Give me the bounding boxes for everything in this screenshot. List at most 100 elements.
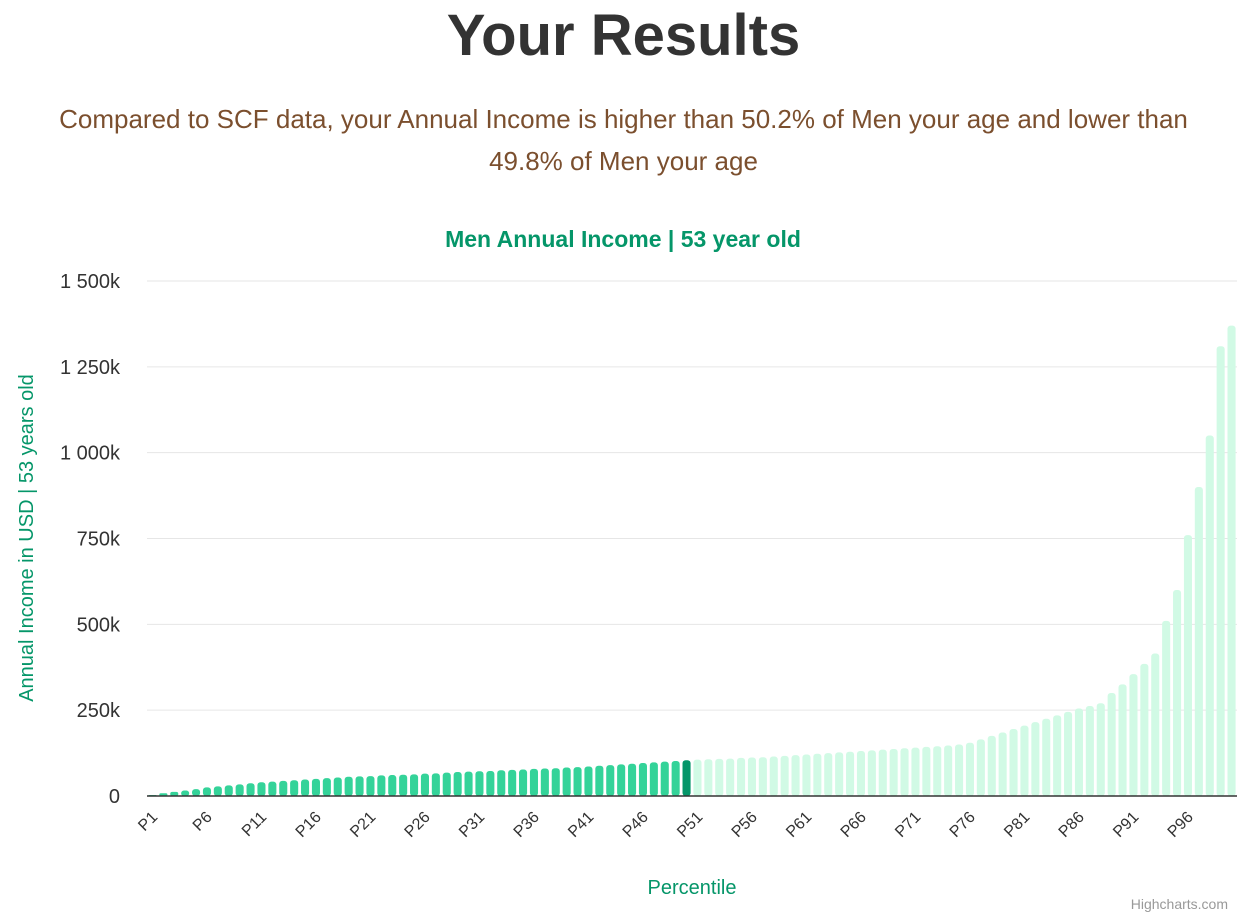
highcharts-credits[interactable]: Highcharts.com	[1130, 896, 1228, 912]
bar[interactable]	[562, 767, 571, 797]
bar[interactable]	[1118, 684, 1127, 796]
bar[interactable]	[355, 776, 364, 796]
bar[interactable]	[388, 775, 397, 796]
bar[interactable]	[1020, 725, 1029, 796]
bar[interactable]	[344, 776, 353, 796]
bar[interactable]	[322, 778, 331, 796]
bar[interactable]	[649, 762, 658, 796]
bar[interactable]	[1053, 715, 1062, 796]
bar[interactable]	[987, 735, 996, 796]
bar[interactable]	[584, 766, 593, 796]
bar[interactable]	[420, 773, 429, 796]
bar[interactable]	[889, 748, 898, 796]
bar[interactable]	[431, 773, 440, 796]
bar[interactable]	[279, 780, 288, 796]
bar[interactable]	[638, 763, 647, 796]
bar[interactable]	[1173, 590, 1182, 796]
bar[interactable]	[671, 760, 680, 796]
bar[interactable]	[595, 765, 604, 796]
bar[interactable]	[867, 750, 876, 796]
bar[interactable]	[737, 757, 746, 796]
bar[interactable]	[519, 769, 528, 796]
bar[interactable]	[410, 774, 419, 796]
bar[interactable]	[780, 755, 789, 796]
bar[interactable]	[366, 776, 375, 796]
bar[interactable]	[1031, 722, 1040, 796]
bar[interactable]	[213, 786, 222, 796]
bar[interactable]	[715, 758, 724, 796]
bar[interactable]	[1216, 346, 1225, 796]
bar[interactable]	[268, 781, 277, 796]
bar[interactable]	[955, 744, 964, 797]
bar[interactable]	[933, 746, 942, 796]
bar[interactable]	[529, 768, 538, 796]
bar[interactable]	[464, 771, 473, 796]
bar[interactable]	[965, 742, 974, 796]
bar[interactable]	[540, 768, 549, 796]
bar[interactable]	[802, 754, 811, 796]
bar[interactable]	[573, 767, 582, 796]
bar[interactable]	[1074, 708, 1083, 796]
bar[interactable]	[911, 747, 920, 796]
bar[interactable]	[791, 755, 800, 796]
bar[interactable]	[835, 752, 844, 796]
bar[interactable]	[551, 768, 560, 796]
bar[interactable]	[235, 784, 244, 796]
bar[interactable]	[170, 791, 179, 796]
bar[interactable]	[900, 748, 909, 796]
bar[interactable]	[704, 759, 713, 796]
bar[interactable]	[301, 779, 310, 796]
bar[interactable]	[311, 778, 320, 796]
bar[interactable]	[192, 789, 201, 796]
bar[interactable]	[475, 771, 484, 796]
bar[interactable]	[813, 753, 822, 796]
bar[interactable]	[1009, 729, 1018, 796]
bar[interactable]	[758, 757, 767, 796]
bar[interactable]	[628, 763, 637, 796]
bar[interactable]	[1183, 535, 1192, 796]
bar[interactable]	[606, 765, 615, 796]
bar[interactable]	[1107, 693, 1116, 796]
bar[interactable]	[1227, 325, 1236, 796]
bar[interactable]	[1064, 711, 1073, 796]
bar[interactable]	[1194, 487, 1203, 796]
bar[interactable]	[1162, 620, 1171, 796]
bar[interactable]	[726, 758, 735, 796]
bar[interactable]	[824, 753, 833, 796]
bar[interactable]	[290, 780, 299, 796]
bar[interactable]	[399, 774, 408, 796]
bar[interactable]	[246, 783, 255, 796]
bar[interactable]	[181, 790, 190, 796]
bar[interactable]	[333, 777, 342, 796]
bar[interactable]	[442, 772, 451, 796]
bar[interactable]	[922, 746, 931, 796]
bar[interactable]	[1129, 674, 1138, 796]
y-tick-label: 500k	[77, 614, 121, 636]
bar[interactable]	[377, 775, 386, 796]
bar[interactable]	[769, 756, 778, 796]
bar[interactable]	[1151, 653, 1160, 796]
bar[interactable]	[878, 749, 887, 796]
bar[interactable]	[944, 745, 953, 796]
bar[interactable]	[846, 751, 855, 796]
bar[interactable]	[257, 782, 266, 796]
bar[interactable]	[998, 732, 1007, 796]
bar[interactable]	[508, 769, 517, 796]
bar[interactable]	[693, 759, 702, 796]
bar[interactable]	[1140, 663, 1149, 796]
bar[interactable]	[976, 739, 985, 796]
bar[interactable]	[1096, 703, 1105, 796]
bar[interactable]	[224, 785, 233, 796]
bar[interactable]	[617, 764, 626, 796]
bar[interactable]	[856, 751, 865, 796]
bar[interactable]	[202, 787, 211, 796]
bar[interactable]	[497, 770, 506, 796]
bar[interactable]	[1042, 718, 1051, 796]
bar[interactable]	[1085, 706, 1094, 796]
bar-current-percentile[interactable]	[682, 760, 691, 796]
bar[interactable]	[453, 771, 462, 796]
bar[interactable]	[1205, 435, 1214, 797]
bar[interactable]	[486, 770, 495, 796]
bar[interactable]	[747, 757, 756, 796]
bar[interactable]	[660, 761, 669, 796]
